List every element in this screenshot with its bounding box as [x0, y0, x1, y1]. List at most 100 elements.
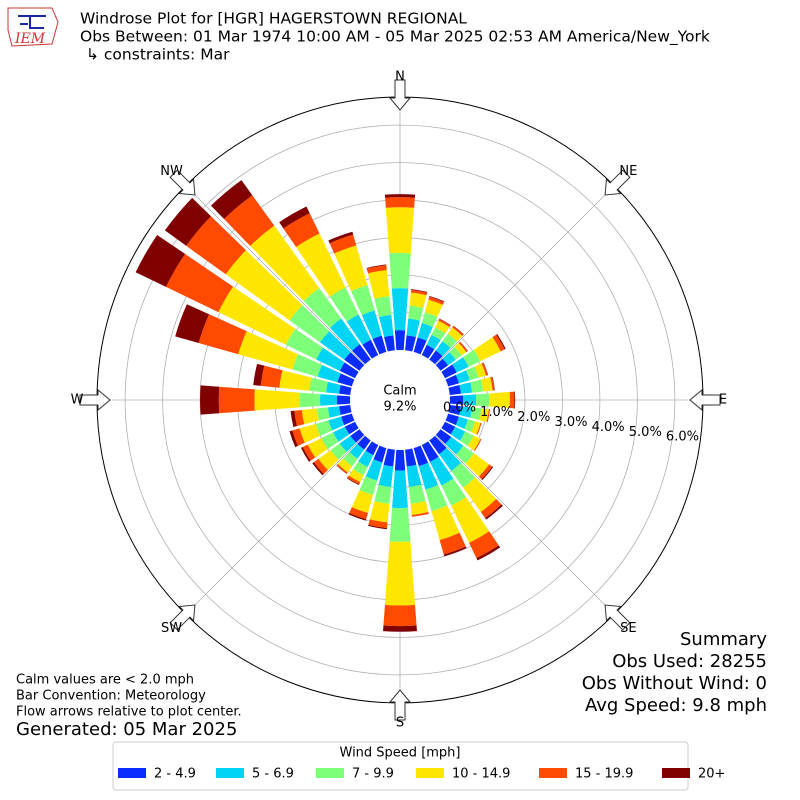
flow-arrow: [169, 169, 196, 196]
flow-arrow: [604, 604, 631, 631]
legend-title: Wind Speed [mph]: [340, 746, 461, 761]
bar-segment: [463, 349, 481, 367]
bar-segment: [514, 391, 516, 409]
bar-segment: [389, 507, 411, 542]
direction-label: SW: [161, 621, 182, 636]
r-tick-label: 2.0%: [517, 410, 550, 425]
bar-segment: [260, 365, 283, 388]
bar-segment: [321, 432, 339, 450]
bar-segment: [479, 408, 489, 422]
bar-segment: [452, 326, 464, 336]
bar-segment: [351, 285, 375, 316]
bar-segment: [445, 436, 464, 455]
bar-segment: [442, 352, 456, 366]
bar-segment: [453, 325, 464, 335]
bar-segment: [218, 386, 255, 414]
bar-segment: [389, 252, 411, 289]
bar-segment: [411, 512, 429, 517]
direction-label: SE: [620, 621, 636, 636]
bar-segment: [225, 250, 303, 321]
labels: N NE E SE S SW W NW 0.0% 1.0% 2.0% 3.0% 4.0% 5.0% 6.0%: [71, 70, 728, 731]
bar-segment: [253, 363, 265, 386]
bar-segment: [476, 545, 501, 561]
bar-segment: [408, 305, 424, 321]
bar-segment: [250, 225, 320, 302]
bar-segment: [352, 344, 371, 365]
bar-segment: [346, 477, 360, 486]
bar-segment: [302, 444, 316, 461]
legend-label: 7 - 9.9: [352, 767, 394, 782]
bar-segment: [316, 347, 345, 371]
note: Calm values are < 2.0 mph: [16, 673, 194, 688]
bar-segment: [337, 373, 355, 387]
bar-segment: [369, 501, 390, 523]
bar-segment: [476, 422, 482, 435]
bar-segment: [334, 245, 368, 292]
bar-segment: [372, 335, 387, 355]
bar-segment: [383, 625, 417, 632]
bar-segment: [383, 448, 395, 467]
logo-text: IEM: [14, 31, 46, 47]
bar-segment: [481, 377, 493, 392]
bar-segment: [466, 366, 479, 381]
bar-segment: [344, 421, 359, 435]
bar-segment: [329, 318, 360, 351]
bar-segment: [336, 465, 347, 474]
bar-segment: [462, 394, 477, 406]
bar-segment: [344, 352, 365, 371]
summary-line: Summary: [680, 629, 767, 650]
bar-segment: [349, 443, 365, 459]
bar-segment: [463, 477, 497, 512]
bar-segment: [441, 364, 457, 379]
r-tick-label: 6.0%: [666, 430, 699, 445]
bar-segment: [471, 421, 481, 435]
legend-swatch: [416, 768, 444, 778]
bar-segment: [429, 456, 454, 486]
bar-segment: [279, 206, 310, 229]
bar-segment: [409, 292, 427, 308]
bar-segment: [166, 253, 234, 313]
arrows: [79, 79, 721, 721]
bar-segment: [333, 426, 350, 442]
bar-segment: [384, 541, 416, 606]
bar-segment: [448, 384, 461, 395]
direction-label: N: [395, 70, 405, 85]
bar-segment: [405, 335, 416, 352]
bar-segment: [449, 346, 462, 360]
bar-segment: [330, 443, 347, 460]
bar-segment: [473, 438, 482, 451]
direction-label: S: [396, 716, 404, 731]
summary-line: Avg Speed: 9.8 mph: [585, 695, 767, 716]
r-tick-label: 4.0%: [592, 420, 625, 435]
bar-segment: [186, 216, 246, 275]
bar-segment: [474, 363, 486, 378]
bar-segment: [254, 389, 300, 411]
legend-label: 20+: [698, 767, 725, 782]
bar-segment: [296, 233, 346, 297]
legend-swatch: [118, 768, 146, 778]
bar-segment: [450, 426, 466, 441]
bar-segment: [464, 419, 476, 433]
bar-segment: [469, 531, 499, 559]
bar-segment: [445, 413, 459, 426]
bar-segment: [384, 335, 395, 352]
bar-segment: [485, 504, 503, 520]
bar-segment: [341, 413, 355, 426]
bars: [135, 180, 516, 632]
bar-segment: [481, 466, 494, 481]
bar-segment: [496, 333, 506, 350]
bar-segment: [374, 296, 392, 318]
constraints: ↳ constraints: Mar: [86, 46, 230, 64]
bar-segment: [342, 451, 358, 467]
bar-segment: [424, 299, 443, 317]
bar-segment: [299, 392, 321, 408]
bar-segment: [329, 287, 359, 322]
bar-segment: [320, 394, 338, 406]
bar-segment: [429, 295, 445, 303]
bar-segment: [218, 286, 296, 345]
calm-title: Calm: [383, 384, 416, 399]
bar-segment: [411, 289, 428, 293]
legend-label: 2 - 4.9: [154, 767, 196, 782]
bar-segment: [349, 507, 369, 520]
